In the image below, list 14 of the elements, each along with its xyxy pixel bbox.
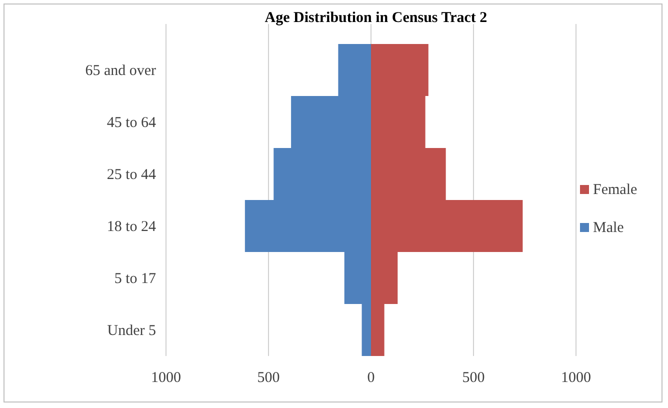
legend-label: Male: [593, 220, 624, 236]
legend-label: Female: [593, 182, 638, 198]
x-tick-label: 1000: [151, 370, 181, 386]
y-tick-label: 25 to 44: [106, 167, 156, 183]
y-tick-label: 5 to 17: [114, 271, 156, 287]
y-tick-label: 18 to 24: [106, 219, 156, 235]
y-tick-label: 65 and over: [85, 63, 156, 79]
y-tick-label: 45 to 64: [106, 115, 156, 131]
x-tick-label: 0: [367, 370, 375, 386]
x-tick-label: 500: [257, 370, 280, 386]
chart-title: Age Distribution in Census Tract 2: [264, 10, 488, 26]
y-tick-label: Under 5: [107, 323, 156, 339]
x-tick-label: 500: [462, 370, 485, 386]
x-tick-label: 1000: [561, 370, 591, 386]
